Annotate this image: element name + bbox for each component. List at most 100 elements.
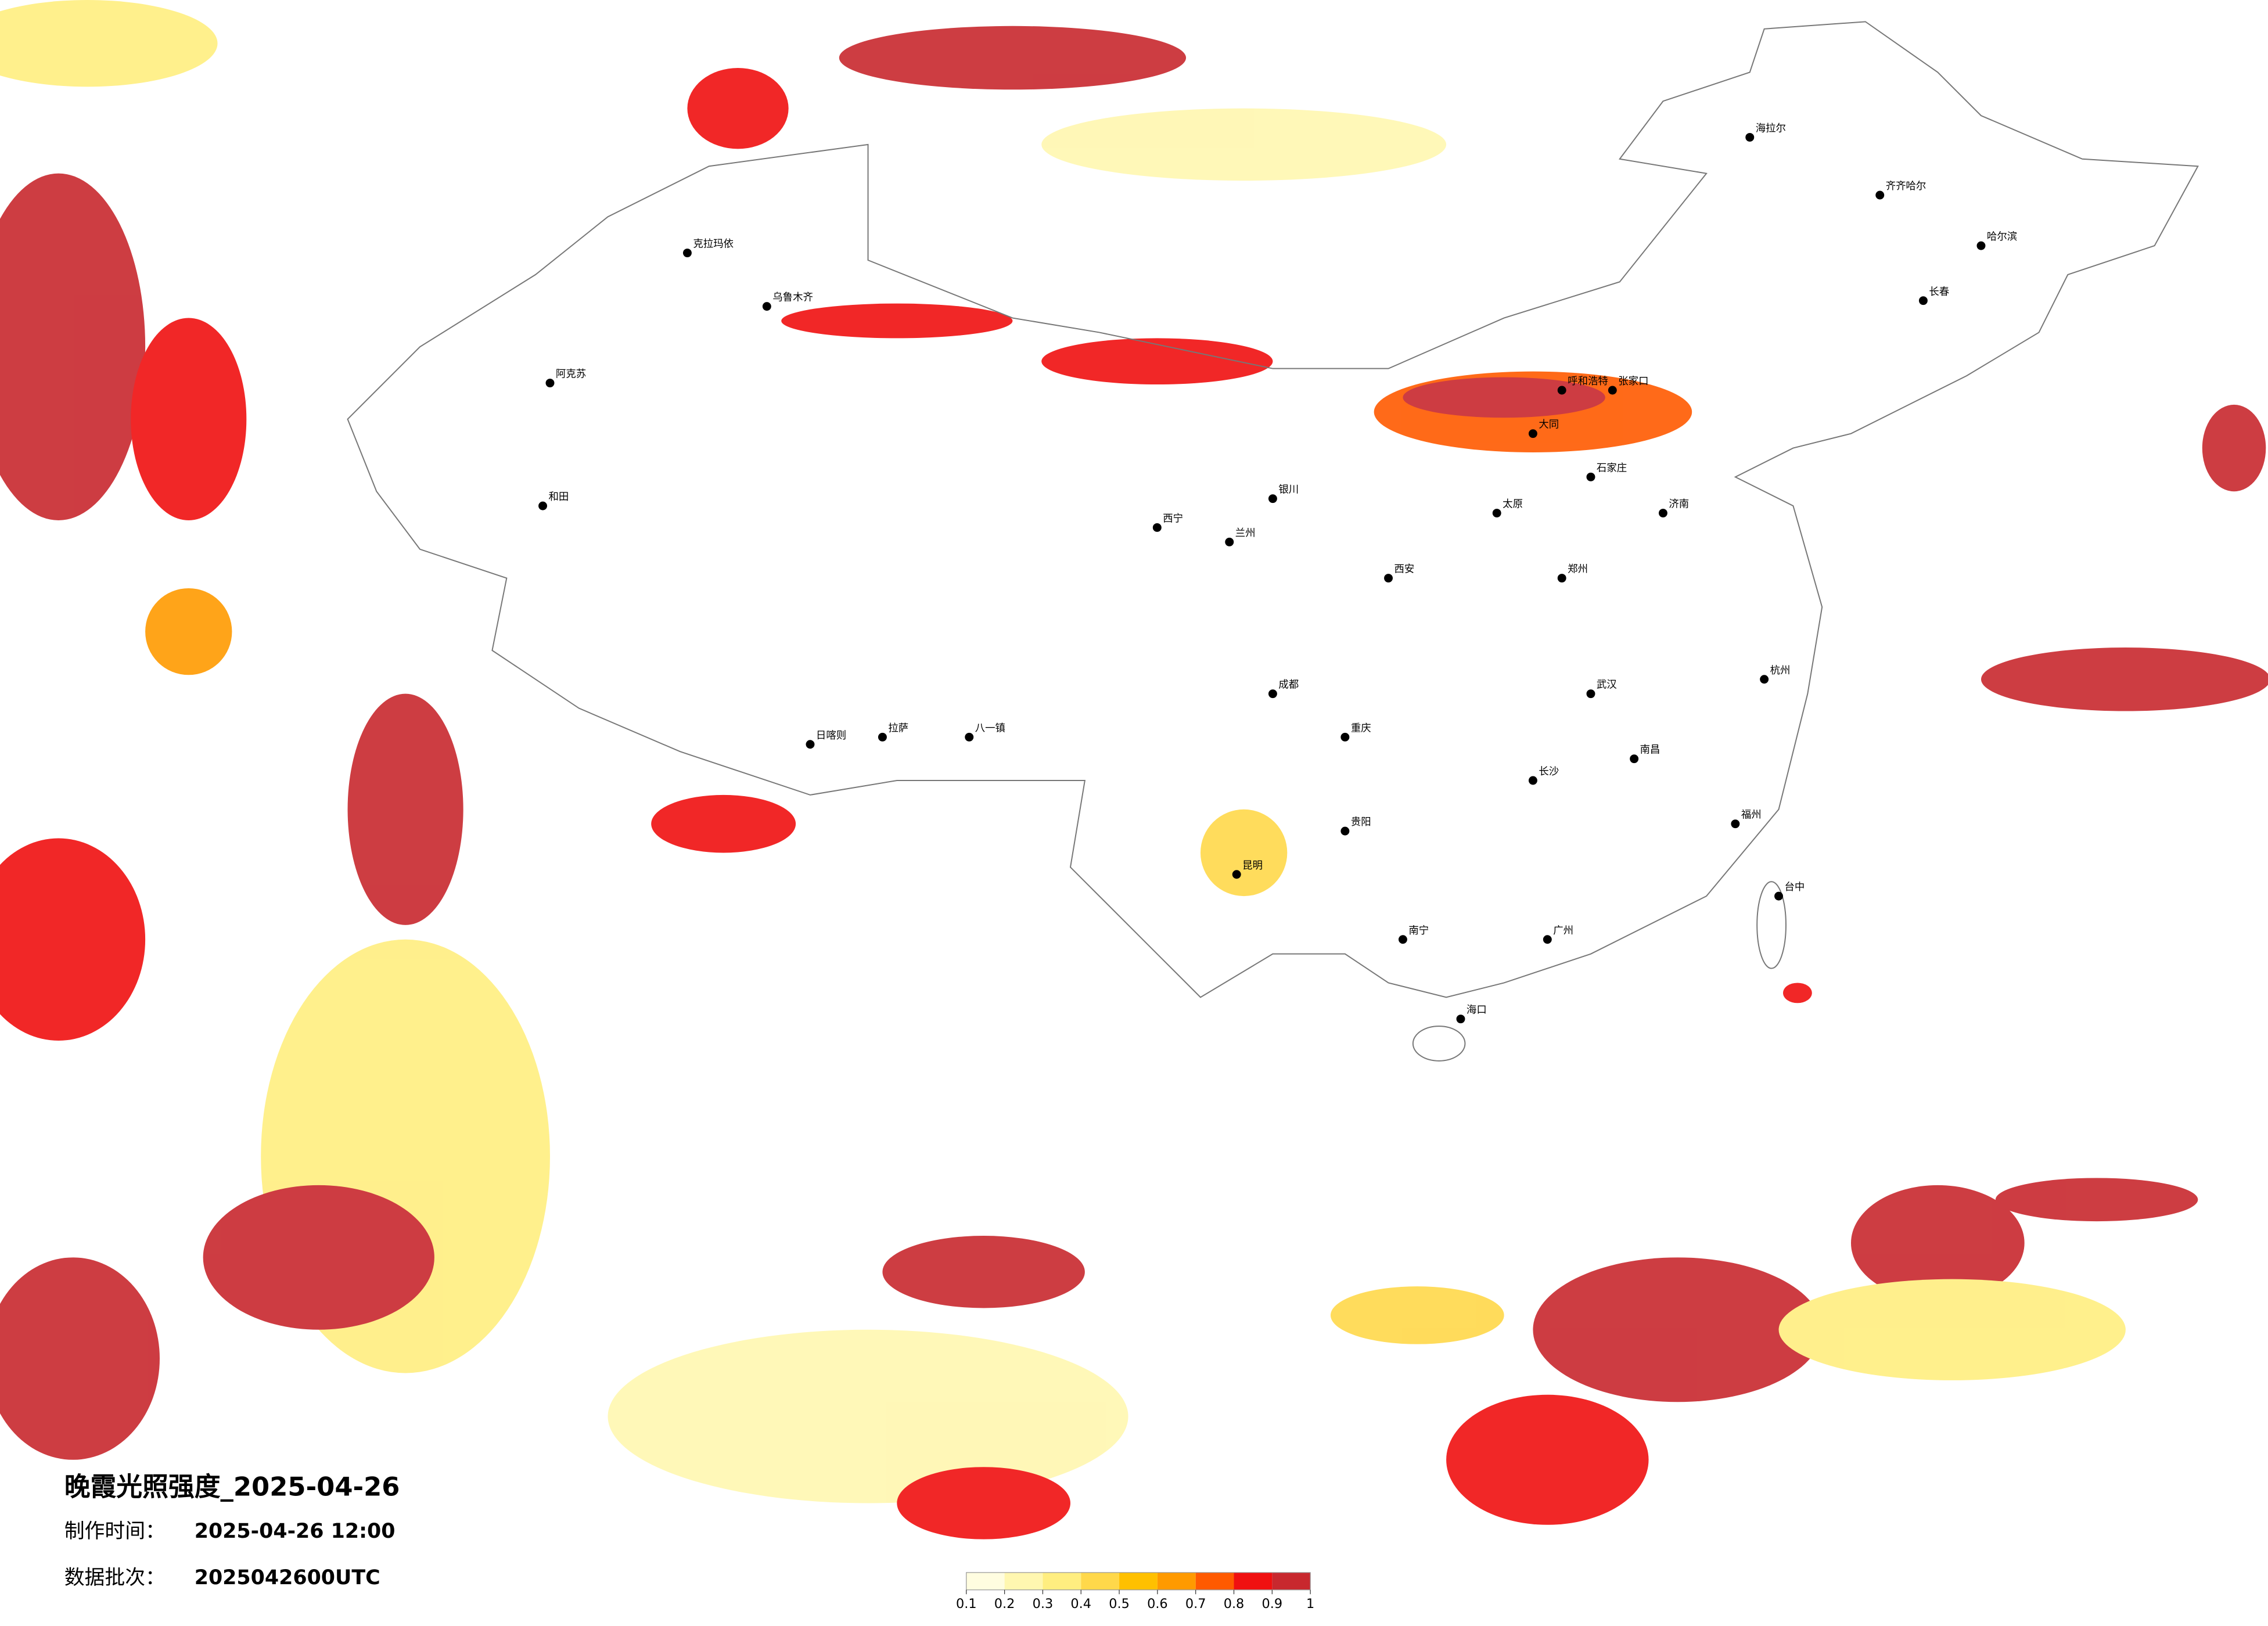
city-dot (1492, 509, 1501, 518)
city-dot (1268, 689, 1277, 699)
city-dot (1232, 870, 1241, 879)
city-label: 乌鲁木齐 (772, 292, 813, 304)
city-label: 台中 (1785, 882, 1805, 893)
heat-patch (608, 1329, 1128, 1503)
colorbar-swatch (1272, 1572, 1311, 1590)
info-value: 2025042600UTC (195, 1566, 380, 1589)
city-label: 成都 (1278, 679, 1299, 691)
colorbar-tick-label: 1 (1306, 1596, 1314, 1611)
city-label: 南宁 (1408, 925, 1429, 937)
heat-patch (1850, 1185, 2025, 1301)
heat-patch (1783, 983, 1812, 1003)
city-label: 广州 (1553, 925, 1573, 937)
heat-patch (0, 838, 146, 1041)
city-dot (1658, 509, 1667, 518)
map-title: 晚霞光照强度_2025-04-26 (64, 1472, 400, 1502)
city-dot (1398, 935, 1407, 944)
city-dot (878, 732, 887, 742)
city-label: 西宁 (1163, 513, 1183, 525)
city-label: 日喀则 (816, 730, 846, 742)
city-dot (1384, 574, 1393, 583)
heat-patch (1995, 1178, 2198, 1222)
heat-patch (897, 1467, 1070, 1539)
heat-patch (1778, 1279, 2126, 1380)
heat-patch (1981, 647, 2268, 711)
city-dot (1528, 776, 1537, 785)
heat-patch (145, 588, 232, 675)
city-label: 贵阳 (1351, 816, 1371, 828)
city-label: 福州 (1741, 810, 1762, 821)
city-dot (1630, 754, 1639, 764)
city-dot (1760, 675, 1769, 684)
city-dot (1745, 132, 1755, 142)
heat-patch (203, 1185, 434, 1330)
colorbar-tick-label: 0.6 (1147, 1596, 1168, 1611)
colorbar-tick-label: 0.8 (1224, 1596, 1245, 1611)
heat-patch (131, 318, 247, 520)
colorbar-swatch (1081, 1572, 1120, 1590)
heat-patch (1533, 1257, 1823, 1402)
city-label: 西安 (1394, 564, 1415, 575)
city-label: 呼和浩特 (1568, 376, 1608, 387)
city-dot (1225, 537, 1234, 546)
city-dot (1456, 1015, 1465, 1024)
city-label: 阿克苏 (556, 369, 586, 380)
heat-patch (0, 0, 218, 87)
city-dot (1340, 732, 1350, 742)
colorbar-frame (966, 1572, 1311, 1591)
colorbar-swatch (1157, 1572, 1196, 1590)
heat-patch (1330, 1286, 1504, 1344)
city-label: 石家庄 (1597, 462, 1627, 474)
heat-patch (1446, 1394, 1649, 1525)
city-dot (762, 302, 771, 311)
city-label: 太原 (1503, 499, 1523, 510)
heat-patch (882, 1236, 1085, 1308)
city-dot (1875, 190, 1885, 200)
city-dot (1608, 386, 1617, 395)
colorbar-tick-label: 0.3 (1033, 1596, 1054, 1611)
island-border (1756, 881, 1787, 969)
city-label: 长春 (1929, 286, 1949, 298)
colorbar-swatch (1234, 1572, 1273, 1590)
city-dot (1268, 494, 1277, 503)
colorbar-tick-label: 0.5 (1109, 1596, 1130, 1611)
city-label: 哈尔滨 (1987, 231, 2017, 243)
city-dot (965, 732, 974, 742)
colorbar-tick-label: 0.2 (994, 1596, 1015, 1611)
heat-patch (0, 1257, 160, 1460)
city-label: 重庆 (1351, 722, 1371, 734)
city-dot (1543, 935, 1552, 944)
city-label: 昆明 (1242, 860, 1263, 872)
city-label: 和田 (549, 491, 569, 503)
heat-patch (781, 303, 1013, 339)
colorbar-tick-label: 0.1 (956, 1596, 977, 1611)
city-dot (1918, 296, 1928, 305)
city-dot (1586, 689, 1595, 699)
island-border (1412, 1026, 1466, 1062)
colorbar-swatch (1119, 1572, 1158, 1590)
city-dot (538, 501, 548, 510)
city-label: 拉萨 (888, 722, 908, 734)
city-label: 长沙 (1539, 766, 1559, 778)
colorbar-swatch (1004, 1572, 1043, 1590)
city-label: 杭州 (1770, 665, 1791, 677)
colorbar-swatch (1043, 1572, 1081, 1590)
city-dot (682, 249, 692, 258)
city-label: 武汉 (1597, 679, 1617, 691)
city-label: 银川 (1278, 484, 1299, 496)
info-label: 数据批次： (64, 1566, 166, 1589)
city-label: 齐齐哈尔 (1886, 181, 1926, 192)
info-value: 2025-04-26 12:00 (195, 1520, 396, 1543)
city-label: 郑州 (1568, 564, 1588, 575)
city-label: 大同 (1539, 419, 1559, 431)
city-label: 克拉玛依 (693, 239, 734, 250)
heat-patch (2202, 404, 2266, 492)
city-label: 海拉尔 (1756, 123, 1786, 135)
colorbar: 0.1 0.2 0.3 0.4 0.5 0.6 0.7 0.8 0.9 1 (956, 1572, 1314, 1611)
city-dot (545, 379, 555, 388)
city-dot (1152, 523, 1162, 532)
heat-patch (687, 67, 789, 149)
